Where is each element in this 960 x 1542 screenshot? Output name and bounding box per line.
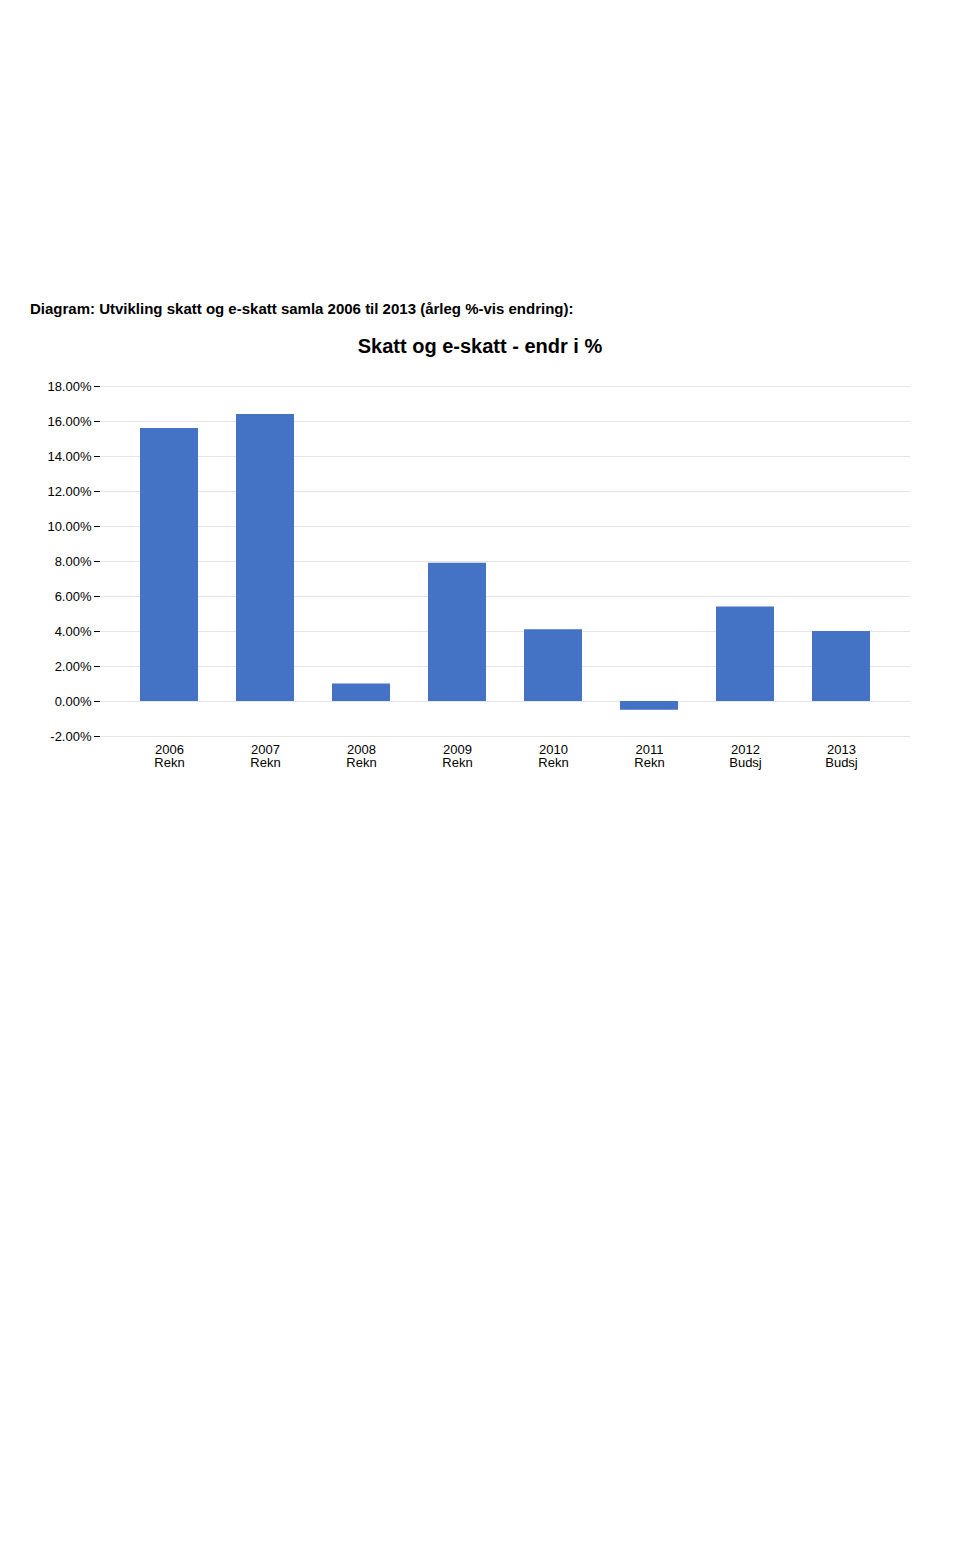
html-text:Diagram: Utvikling skatt og e-: Diagram: Utvikling skatt og e-skatt saml… xyxy=(30,300,574,317)
svg-text:16.00%: 16.00% xyxy=(47,414,92,429)
svg-text:12.00%: 12.00% xyxy=(47,484,92,499)
svg-text:10.00%: 10.00% xyxy=(47,519,92,534)
svg-text:2009Rekn: 2009Rekn xyxy=(442,742,472,770)
svg-text:0.00%: 0.00% xyxy=(55,694,92,709)
html-text:Skatt og e-skatt - endr i %: Skatt og e-skatt - endr i % xyxy=(357,335,603,357)
svg-text:2.00%: 2.00% xyxy=(55,659,92,674)
svg-text:-2.00%: -2.00% xyxy=(50,729,92,744)
svg-text:2007Rekn: 2007Rekn xyxy=(250,742,280,770)
svg-text:4.00%: 4.00% xyxy=(55,624,92,639)
svg-text:2011Rekn: 2011Rekn xyxy=(634,742,664,770)
svg-text:6.00%: 6.00% xyxy=(55,589,92,604)
svg-text:2013Budsj: 2013Budsj xyxy=(825,742,858,770)
svg-text:2010Rekn: 2010Rekn xyxy=(538,742,568,770)
svg-text:8.00%: 8.00% xyxy=(55,554,92,569)
svg-text:14.00%: 14.00% xyxy=(47,449,92,464)
svg-text:2008Rekn: 2008Rekn xyxy=(346,742,376,770)
svg-text:18.00%: 18.00% xyxy=(47,379,92,394)
svg-text:2012Budsj: 2012Budsj xyxy=(729,742,762,770)
svg-text:2006Rekn: 2006Rekn xyxy=(154,742,184,770)
